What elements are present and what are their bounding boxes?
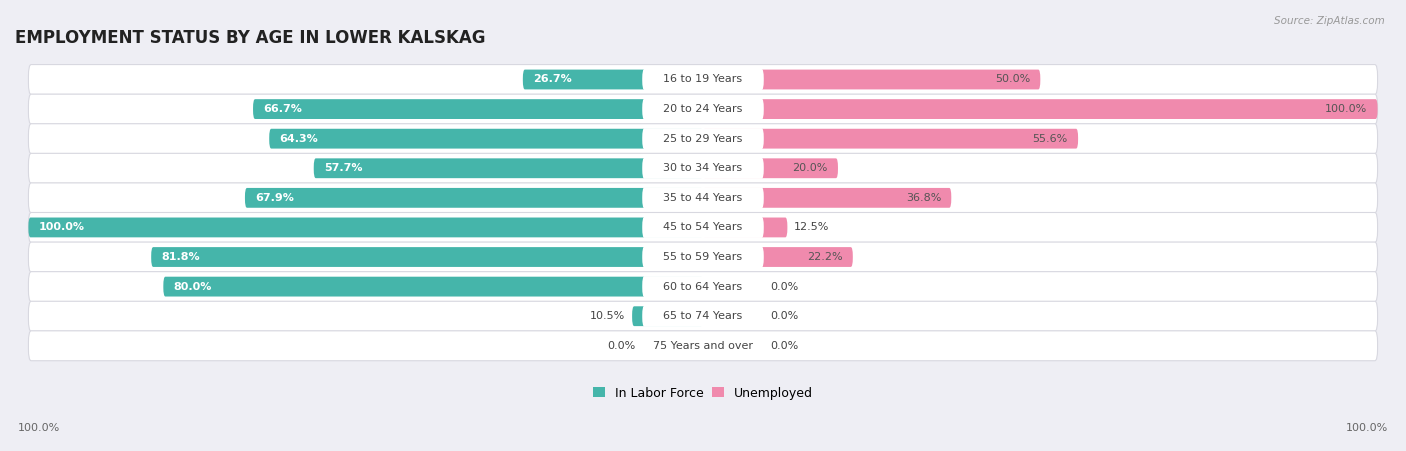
Text: 22.2%: 22.2% [807, 252, 842, 262]
Text: 25 to 29 Years: 25 to 29 Years [664, 133, 742, 144]
Text: 60 to 64 Years: 60 to 64 Years [664, 281, 742, 292]
FancyBboxPatch shape [163, 277, 703, 296]
Text: 100.0%: 100.0% [18, 423, 60, 433]
Text: 20.0%: 20.0% [793, 163, 828, 173]
Text: 10.5%: 10.5% [591, 311, 626, 321]
FancyBboxPatch shape [28, 331, 1378, 361]
FancyBboxPatch shape [28, 301, 1378, 331]
Text: EMPLOYMENT STATUS BY AGE IN LOWER KALSKAG: EMPLOYMENT STATUS BY AGE IN LOWER KALSKA… [15, 28, 485, 46]
Text: 55 to 59 Years: 55 to 59 Years [664, 252, 742, 262]
FancyBboxPatch shape [28, 94, 1378, 124]
FancyBboxPatch shape [703, 247, 853, 267]
FancyBboxPatch shape [314, 158, 703, 178]
FancyBboxPatch shape [703, 217, 787, 237]
Text: 57.7%: 57.7% [323, 163, 363, 173]
Text: 64.3%: 64.3% [280, 133, 318, 144]
FancyBboxPatch shape [28, 212, 1378, 242]
FancyBboxPatch shape [643, 335, 763, 356]
FancyBboxPatch shape [28, 153, 1378, 183]
Text: 36.8%: 36.8% [905, 193, 941, 203]
Text: 16 to 19 Years: 16 to 19 Years [664, 74, 742, 84]
FancyBboxPatch shape [28, 64, 1378, 94]
FancyBboxPatch shape [643, 128, 763, 149]
FancyBboxPatch shape [152, 247, 703, 267]
FancyBboxPatch shape [28, 242, 1378, 272]
Text: 12.5%: 12.5% [794, 222, 830, 232]
FancyBboxPatch shape [28, 183, 1378, 213]
Text: 35 to 44 Years: 35 to 44 Years [664, 193, 742, 203]
FancyBboxPatch shape [28, 217, 703, 237]
Text: Source: ZipAtlas.com: Source: ZipAtlas.com [1274, 16, 1385, 26]
FancyBboxPatch shape [703, 129, 1078, 148]
Text: 75 Years and over: 75 Years and over [652, 341, 754, 351]
Text: 0.0%: 0.0% [770, 281, 799, 292]
Text: 100.0%: 100.0% [1346, 423, 1388, 433]
Text: 0.0%: 0.0% [607, 341, 636, 351]
FancyBboxPatch shape [643, 306, 763, 327]
Text: 100.0%: 100.0% [38, 222, 84, 232]
Text: 50.0%: 50.0% [995, 74, 1031, 84]
Text: 20 to 24 Years: 20 to 24 Years [664, 104, 742, 114]
FancyBboxPatch shape [643, 158, 763, 179]
FancyBboxPatch shape [253, 99, 703, 119]
Text: 0.0%: 0.0% [770, 341, 799, 351]
FancyBboxPatch shape [703, 69, 1040, 89]
Text: 66.7%: 66.7% [263, 104, 302, 114]
FancyBboxPatch shape [643, 217, 763, 238]
FancyBboxPatch shape [703, 99, 1378, 119]
Text: 0.0%: 0.0% [770, 311, 799, 321]
Text: 80.0%: 80.0% [173, 281, 212, 292]
FancyBboxPatch shape [703, 188, 952, 208]
FancyBboxPatch shape [643, 247, 763, 267]
FancyBboxPatch shape [269, 129, 703, 148]
Text: 45 to 54 Years: 45 to 54 Years [664, 222, 742, 232]
FancyBboxPatch shape [28, 272, 1378, 302]
Text: 100.0%: 100.0% [1324, 104, 1368, 114]
FancyBboxPatch shape [643, 99, 763, 120]
FancyBboxPatch shape [703, 158, 838, 178]
FancyBboxPatch shape [643, 276, 763, 297]
Text: 65 to 74 Years: 65 to 74 Years [664, 311, 742, 321]
FancyBboxPatch shape [245, 188, 703, 208]
FancyBboxPatch shape [643, 187, 763, 208]
Text: 30 to 34 Years: 30 to 34 Years [664, 163, 742, 173]
FancyBboxPatch shape [28, 124, 1378, 154]
Text: 26.7%: 26.7% [533, 74, 572, 84]
FancyBboxPatch shape [523, 69, 703, 89]
Text: 67.9%: 67.9% [254, 193, 294, 203]
Text: 55.6%: 55.6% [1032, 133, 1069, 144]
FancyBboxPatch shape [633, 306, 703, 326]
FancyBboxPatch shape [643, 69, 763, 90]
Legend: In Labor Force, Unemployed: In Labor Force, Unemployed [588, 382, 818, 405]
Text: 81.8%: 81.8% [162, 252, 200, 262]
